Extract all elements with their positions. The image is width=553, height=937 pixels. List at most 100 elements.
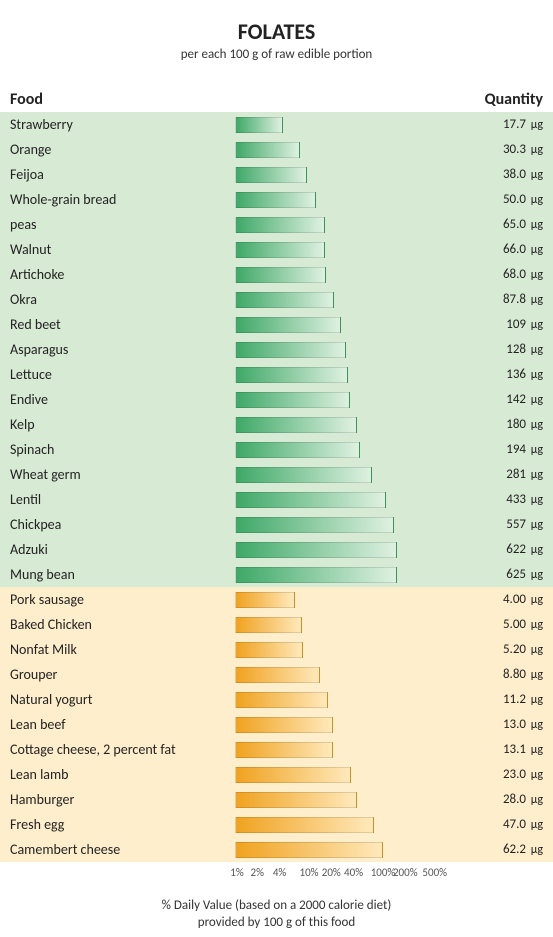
bar	[235, 467, 372, 483]
quantity-value: 23.0 µg	[473, 767, 543, 782]
bar	[235, 517, 394, 533]
bar-cell	[235, 437, 473, 462]
bar-cell	[235, 262, 473, 287]
bar	[235, 542, 397, 558]
quantity-value: 557 µg	[473, 517, 543, 532]
bar	[235, 417, 357, 433]
bar	[235, 217, 325, 233]
quantity-value: 13.1 µg	[473, 742, 543, 757]
bar-cell	[235, 587, 473, 612]
food-name: Strawberry	[10, 116, 235, 133]
bar-cell	[235, 662, 473, 687]
table-row: Nonfat Milk 5.20 µg	[0, 637, 553, 662]
food-name: Pork sausage	[10, 591, 235, 608]
x-axis: 1%2%4%10%20%40%100%200%500%	[0, 862, 553, 884]
bar	[235, 667, 320, 683]
quantity-value: 62.2 µg	[473, 842, 543, 857]
food-name: Cottage cheese, 2 percent fat	[10, 741, 235, 758]
bar-cell	[235, 237, 473, 262]
table-row: Hamburger 28.0 µg	[0, 787, 553, 812]
bar	[235, 142, 300, 158]
header-quantity: Quantity	[463, 90, 543, 109]
bar-cell	[235, 212, 473, 237]
bar	[235, 242, 325, 258]
bar-cell	[235, 612, 473, 637]
table-row: Lean beef13.0 µg	[0, 712, 553, 737]
bar-cell	[235, 312, 473, 337]
bar-cell	[235, 112, 473, 137]
bar-cell	[235, 712, 473, 737]
quantity-value: 8.80 µg	[473, 667, 543, 682]
bar-cell	[235, 287, 473, 312]
bar-cell	[235, 137, 473, 162]
quantity-value: 194 µg	[473, 442, 543, 457]
bar-cell	[235, 787, 473, 812]
bar-cell	[235, 412, 473, 437]
table-row: Wheat germ281 µg	[0, 462, 553, 487]
bar	[235, 792, 357, 808]
food-name: Fresh egg	[10, 816, 235, 833]
table-row: Natural yogurt11.2 µg	[0, 687, 553, 712]
table-row: Lean lamb 23.0 µg	[0, 762, 553, 787]
food-name: Hamburger	[10, 791, 235, 808]
food-name: Camembert cheese	[10, 841, 235, 858]
food-name: Lean lamb	[10, 766, 235, 783]
bar	[235, 442, 360, 458]
bar	[235, 642, 303, 658]
food-name: Endive	[10, 391, 235, 408]
bar-cell	[235, 762, 473, 787]
quantity-value: 5.00 µg	[473, 617, 543, 632]
bar-cell	[235, 687, 473, 712]
quantity-value: 87.8 µg	[473, 292, 543, 307]
bar-cell	[235, 812, 473, 837]
food-name: Grouper	[10, 666, 235, 683]
chart-container: FOLATES per each 100 g of raw edible por…	[0, 0, 553, 937]
axis-tick: 2%	[251, 866, 264, 879]
table-row: Feijoa38.0 µg	[0, 162, 553, 187]
quantity-value: 625 µg	[473, 567, 543, 582]
table-row: Orange30.3 µg	[0, 137, 553, 162]
food-name: Lettuce	[10, 366, 235, 383]
quantity-value: 50.0 µg	[473, 192, 543, 207]
bar	[235, 617, 302, 633]
food-name: peas	[10, 216, 235, 233]
food-name: Nonfat Milk	[10, 641, 235, 658]
quantity-value: 28.0 µg	[473, 792, 543, 807]
food-name: Baked Chicken	[10, 616, 235, 633]
bar-cell	[235, 487, 473, 512]
table-row: Strawberry 17.7 µg	[0, 112, 553, 137]
bar-cell	[235, 387, 473, 412]
quantity-value: 65.0 µg	[473, 217, 543, 232]
bar	[235, 567, 397, 583]
table-row: Baked Chicken 5.00 µg	[0, 612, 553, 637]
column-headers: Food Quantity	[0, 90, 553, 112]
axis-tick: 4%	[273, 866, 286, 879]
quantity-value: 17.7 µg	[473, 117, 543, 132]
chart-footer: % Daily Value (based on a 2000 calorie d…	[0, 898, 553, 932]
food-name: Orange	[10, 141, 235, 158]
table-row: Spinach 194 µg	[0, 437, 553, 462]
bar	[235, 492, 386, 508]
food-name: Mung bean	[10, 566, 235, 583]
food-name: Red beet	[10, 316, 235, 333]
section-orange: Pork sausage 4.00 µg Baked Chicken 5.00 µg N…	[0, 587, 553, 862]
axis-tick: 200%	[393, 866, 418, 879]
bar-cell	[235, 537, 473, 562]
table-row: Chickpea557 µg	[0, 512, 553, 537]
quantity-value: 13.0 µg	[473, 717, 543, 732]
food-name: Spinach	[10, 441, 235, 458]
table-row: Cottage cheese, 2 percent fat 13.1 µg	[0, 737, 553, 762]
footer-line-1: % Daily Value (based on a 2000 calorie d…	[0, 898, 553, 915]
table-row: peas 65.0 µg	[0, 212, 553, 237]
axis-tick: 40%	[344, 866, 363, 879]
table-row: Okra87.8 µg	[0, 287, 553, 312]
quantity-value: 5.20 µg	[473, 642, 543, 657]
food-name: Whole-grain bread	[10, 191, 235, 208]
bar-cell	[235, 187, 473, 212]
quantity-value: 180 µg	[473, 417, 543, 432]
food-name: Wheat germ	[10, 466, 235, 483]
bar	[235, 392, 350, 408]
quantity-value: 4.00 µg	[473, 592, 543, 607]
bar-cell	[235, 462, 473, 487]
table-row: Lettuce136 µg	[0, 362, 553, 387]
